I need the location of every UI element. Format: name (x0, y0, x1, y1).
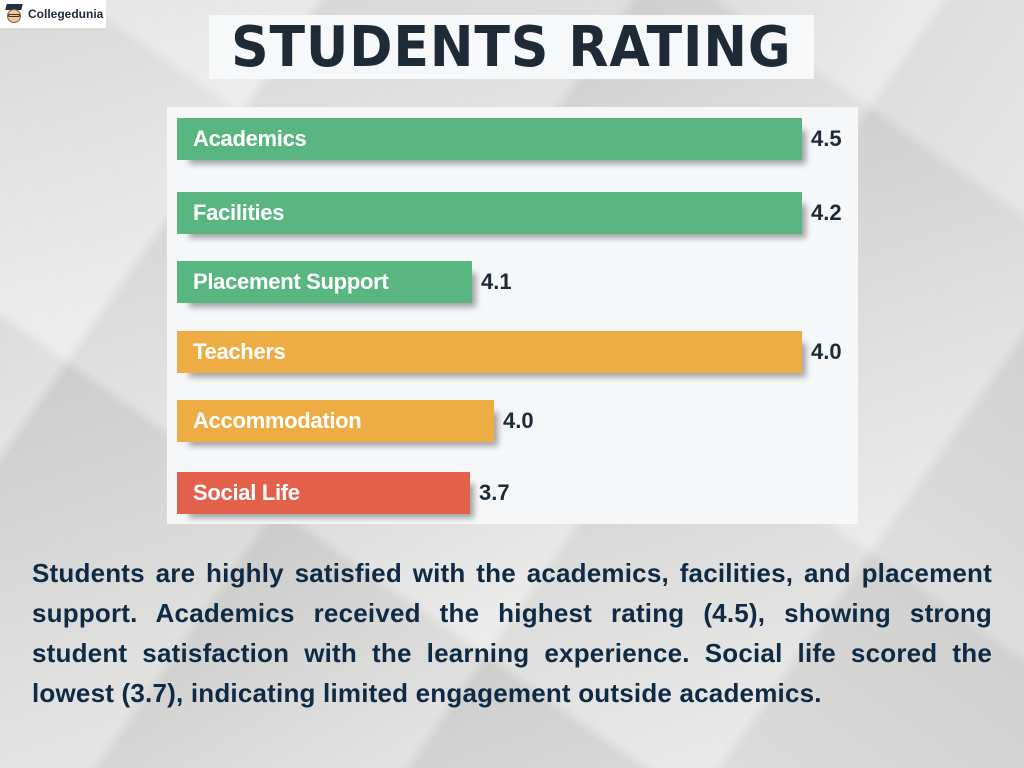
bar-row: Social Life 3.7 (177, 472, 857, 514)
bar-row: Accommodation 4.0 (177, 400, 857, 442)
graduate-mascot-icon (4, 4, 24, 24)
bar-value: 4.0 (503, 408, 534, 433)
page-title: STUDENTS RATING (231, 14, 792, 80)
bar-label: Facilities (193, 200, 285, 225)
bar: Accommodation (177, 400, 494, 442)
bar-label: Teachers (193, 339, 286, 364)
bar-value: 4.5 (811, 126, 842, 151)
bar-row: Facilities 4.2 (177, 192, 857, 234)
brand-logo: Collegedunia (0, 0, 106, 28)
bar-value: 4.0 (811, 339, 842, 364)
bar-value: 3.7 (479, 480, 510, 505)
bar-label: Placement Support (193, 269, 389, 294)
title-banner: STUDENTS RATING (209, 14, 814, 80)
bar-row: Placement Support 4.1 (177, 261, 857, 303)
bar-value: 4.1 (481, 269, 512, 294)
rating-chart: Academics 4.5 Facilities 4.2 Placement Suppo… (167, 107, 858, 524)
brand-name: Collegedunia (28, 7, 104, 21)
bar-label: Academics (193, 126, 307, 151)
bar-value: 4.2 (811, 200, 842, 225)
bar-label: Social Life (193, 480, 300, 505)
bar: Social Life (177, 472, 470, 514)
bar: Placement Support (177, 261, 472, 303)
bar-row: Academics 4.5 (177, 118, 857, 160)
bar: Facilities (177, 192, 802, 234)
bar: Teachers (177, 331, 802, 373)
summary-paragraph: Students are highly satisfied with the a… (32, 558, 992, 708)
bar-row: Teachers 4.0 (177, 331, 857, 373)
bar: Academics (177, 118, 802, 160)
bar-label: Accommodation (193, 408, 362, 433)
